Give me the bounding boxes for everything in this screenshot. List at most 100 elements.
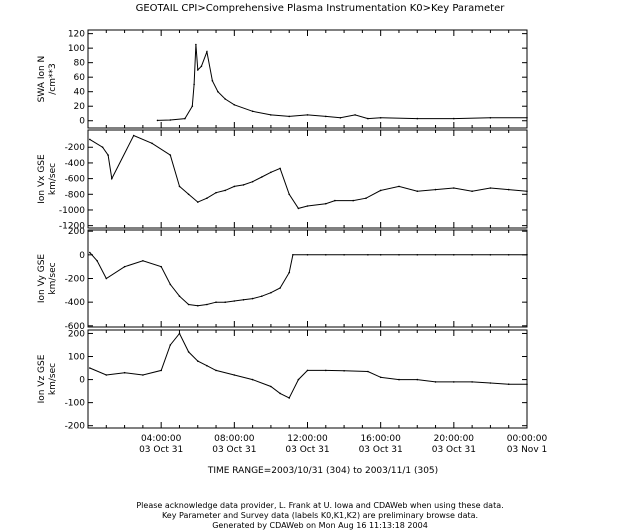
data-point — [123, 265, 126, 268]
time-range: TIME RANGE=2003/10/31 (304) to 2003/11/1… — [207, 466, 438, 476]
data-point — [193, 83, 195, 86]
data-point — [365, 197, 367, 199]
data-point — [132, 134, 135, 137]
data-point — [160, 369, 162, 372]
data-point — [224, 189, 226, 192]
data-point — [339, 117, 342, 119]
data-point — [306, 114, 309, 116]
data-point — [215, 301, 217, 304]
y-tick-label: -600 — [65, 175, 86, 185]
footer-line-1: Please acknowledge data provider, L. Fra… — [136, 501, 503, 510]
data-point — [242, 299, 245, 301]
x-tick-date: 03 Nov 1 — [507, 445, 547, 455]
data-point — [261, 295, 263, 298]
data-point — [489, 187, 492, 189]
y-tick-label: 0 — [79, 376, 85, 386]
y-axis-label: /cm**3 — [48, 63, 58, 94]
data-point — [251, 378, 254, 381]
data-point — [416, 378, 419, 381]
data-point — [471, 254, 473, 256]
data-point — [292, 254, 294, 256]
data-point — [416, 190, 419, 192]
data-point — [279, 287, 281, 289]
data-point — [288, 397, 291, 399]
data-point — [251, 180, 254, 183]
x-tick-time: 12:00:00 — [287, 434, 328, 444]
data-point — [89, 251, 91, 254]
data-point — [325, 254, 327, 256]
data-point — [233, 185, 236, 188]
data-point — [343, 370, 345, 372]
data-point — [215, 369, 217, 372]
data-point — [206, 51, 208, 53]
x-tick-date: 03 Oct 31 — [359, 445, 403, 455]
data-point — [306, 369, 309, 372]
panel-1: 0 20 40 60 80 100 120 SWA Ion N/cm**3 — [37, 29, 528, 129]
data-point — [151, 142, 153, 145]
y-axis-label: km/sec — [48, 363, 58, 395]
y-tick-label: -200 — [65, 275, 86, 285]
data-point — [398, 378, 400, 381]
y-tick-label: 200 — [68, 329, 85, 339]
data-point — [279, 167, 281, 170]
data-point — [105, 277, 108, 280]
data-point — [178, 185, 181, 188]
data-point — [206, 197, 208, 199]
data-point — [101, 146, 104, 148]
y-tick-label: -200 — [65, 422, 86, 432]
panel-4: 200 100 0 -100 -200 Ion Vz GSE km/sec — [37, 329, 528, 432]
data-point — [217, 90, 219, 93]
y-axis-label: km/sec — [48, 163, 58, 195]
data-point — [306, 205, 309, 207]
data-point — [197, 304, 199, 307]
data-point — [197, 360, 199, 362]
data-point — [343, 254, 345, 256]
x-tick-time: 16:00:00 — [360, 434, 401, 444]
panel-frame — [87, 29, 528, 129]
data-point — [111, 177, 113, 180]
data-point — [197, 201, 199, 203]
data-point — [184, 117, 186, 120]
series-line — [89, 134, 528, 209]
data-point — [197, 69, 199, 71]
y-tick-label: -600 — [65, 322, 86, 332]
series-line — [157, 44, 527, 121]
data-point — [434, 188, 437, 191]
data-point — [169, 283, 172, 286]
data-point — [211, 80, 214, 82]
data-point — [89, 138, 91, 141]
data-point — [233, 104, 236, 106]
data-point — [453, 381, 455, 383]
data-point — [379, 254, 382, 256]
data-point — [288, 271, 291, 274]
data-point — [224, 98, 226, 100]
data-point — [489, 254, 492, 256]
data-point — [169, 154, 172, 156]
x-tick-time: 04:00:00 — [141, 434, 182, 444]
y-tick-label: 0 — [79, 251, 85, 261]
y-tick-label: 100 — [68, 353, 85, 363]
y-tick-label: 0 — [79, 117, 85, 127]
y-tick-label: -200 — [65, 143, 86, 153]
data-point — [187, 303, 190, 306]
data-point — [434, 254, 437, 256]
y-axis-label: SWA Ion N — [37, 56, 47, 103]
x-tick-date: 03 Oct 31 — [432, 445, 476, 455]
data-point — [367, 370, 369, 373]
y-tick-label: -1000 — [59, 206, 85, 216]
data-point — [215, 191, 217, 194]
data-point — [89, 367, 91, 369]
y-tick-label: 200 — [68, 227, 85, 237]
x-tick-time: 00:00:00 — [507, 434, 548, 444]
data-point — [187, 193, 190, 196]
data-point — [270, 385, 272, 388]
data-point — [453, 117, 455, 120]
data-point — [379, 117, 382, 119]
data-point — [96, 260, 98, 262]
y-tick-label: 40 — [74, 88, 86, 98]
data-point — [325, 115, 327, 118]
data-point — [379, 376, 382, 379]
x-tick-date: 03 Oct 31 — [212, 445, 256, 455]
data-point — [224, 301, 226, 304]
